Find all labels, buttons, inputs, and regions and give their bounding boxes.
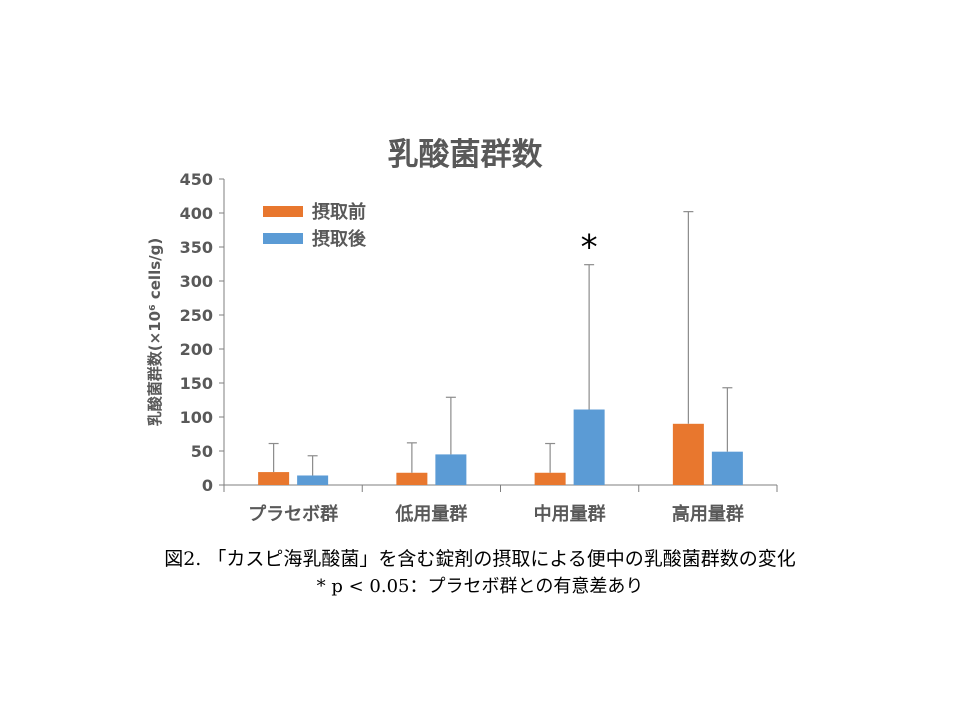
bar (396, 472, 428, 485)
x-axis: プラセボ群 低用量群 中用量群 高用量群 (223, 484, 778, 525)
y-tick-label: 0 (202, 476, 213, 495)
error-bars (268, 211, 733, 476)
chart-title: 乳酸菌群数 (388, 137, 543, 173)
legend-swatch (263, 206, 303, 217)
legend-label: 摂取後 (312, 228, 367, 250)
significance-marker: * (581, 228, 598, 268)
bar (297, 475, 329, 485)
legend-swatch (263, 233, 303, 244)
significance-annotations: * (581, 228, 598, 268)
y-tick-label: 450 (180, 170, 213, 189)
figure-caption: 図2. 「カスピ海乳酸菌」を含む錠剤の摂取による便中の乳酸菌群数の変化 (164, 548, 796, 570)
bar (711, 451, 743, 485)
bar (672, 423, 704, 485)
x-tick-label: 中用量群 (534, 503, 606, 525)
x-tick-label: プラセボ群 (248, 503, 338, 525)
bars (258, 409, 743, 485)
bar (258, 472, 290, 485)
bar (573, 409, 605, 485)
y-tick-label: 200 (180, 340, 213, 359)
legend-label: 摂取前 (312, 201, 366, 223)
bar (435, 454, 467, 485)
y-tick-label: 400 (180, 204, 213, 223)
y-tick-label: 250 (180, 306, 213, 325)
lactic-acid-bacteria-chart: 乳酸菌群数 乳酸菌群数(×10⁶ cells/g) 0 50 100 150 200 25… (146, 137, 778, 525)
y-axis: 0 50 100 150 200 250 300 350 400 450 (180, 170, 225, 495)
y-axis-label: 乳酸菌群数(×10⁶ cells/g) (146, 238, 164, 426)
y-tick-label: 50 (191, 442, 213, 461)
bar (534, 472, 566, 485)
y-tick-label: 150 (180, 374, 213, 393)
y-tick-label: 100 (180, 408, 213, 427)
y-tick-label: 350 (180, 238, 213, 257)
significance-note: * p < 0.05：プラセボ群との有意差あり (316, 576, 644, 597)
y-tick-label: 300 (180, 272, 213, 291)
x-tick-label: 高用量群 (672, 503, 744, 525)
x-tick-label: 低用量群 (394, 503, 467, 525)
